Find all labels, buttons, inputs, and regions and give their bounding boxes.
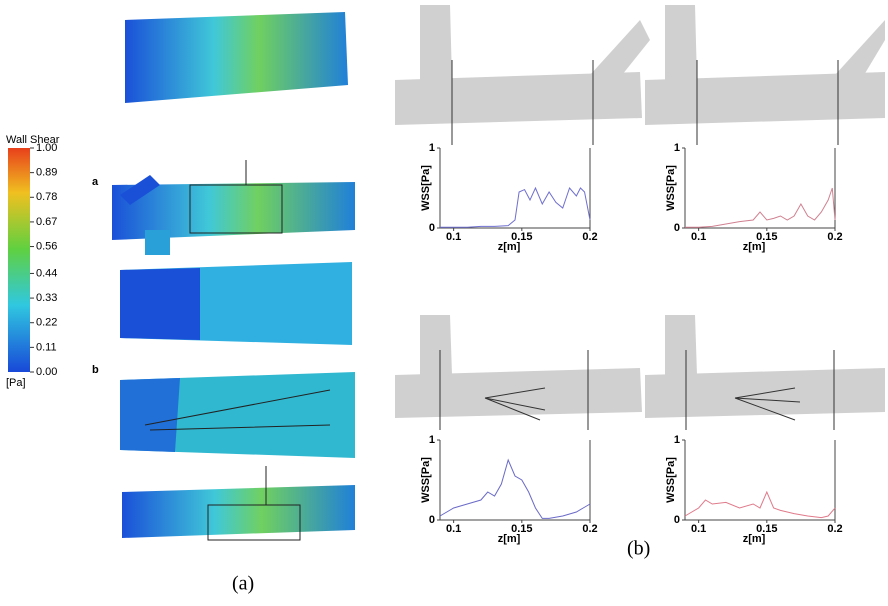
colorbar-tick-label: 0.33 [36, 292, 57, 304]
colorbar-tick-label: 0.44 [36, 267, 57, 279]
y-tick-label: 0 [429, 514, 435, 526]
colorbar-tick-label: 0.67 [36, 216, 57, 228]
colorbar-tick-label: 0.89 [36, 167, 57, 179]
panel-label: (b) [627, 538, 650, 560]
colorbar-tick-label: 1.00 [36, 142, 57, 154]
colorbar-tick-label: 0.11 [36, 341, 57, 353]
x-tick-label: 0.2 [827, 231, 842, 243]
axes [685, 148, 835, 228]
y-tick-label: 1 [429, 434, 435, 446]
vessel-images [112, 12, 355, 540]
colorbar-tick-label: 0.00 [36, 366, 57, 378]
y-tick-label: 0 [429, 222, 435, 234]
x-axis-label: z[m] [498, 533, 521, 545]
x-tick-label: 0.2 [582, 231, 597, 243]
x-tick-label: 0.1 [691, 231, 706, 243]
x-tick-label: 0.2 [827, 523, 842, 535]
data-line [440, 188, 590, 227]
data-line [685, 492, 835, 518]
x-tick-label: 0.1 [446, 523, 461, 535]
colorbar-tick-label: 0.78 [36, 191, 57, 203]
data-line [685, 188, 835, 227]
y-tick-label: 0 [674, 222, 680, 234]
grey-vessel-images [395, 5, 885, 430]
axes [440, 148, 590, 228]
x-tick-label: 0.2 [582, 523, 597, 535]
x-axis-label: z[m] [743, 533, 766, 545]
y-axis-label: WSS[Pa] [665, 165, 677, 211]
row-label: a [92, 176, 99, 188]
figure: Wall Shear [Pa] 1.000.890.780.670.560.44… [0, 0, 888, 601]
row-label: b [92, 364, 99, 376]
x-axis-label: z[m] [498, 241, 521, 253]
y-tick-label: 1 [429, 142, 435, 154]
data-line [440, 460, 590, 518]
colorbar-tick-label: 0.56 [36, 240, 57, 252]
x-tick-label: 0.1 [446, 231, 461, 243]
x-axis-label: z[m] [743, 241, 766, 253]
axes [440, 440, 590, 520]
y-tick-label: 0 [674, 514, 680, 526]
y-axis-label: WSS[Pa] [665, 457, 677, 503]
panel-label: (a) [232, 573, 254, 595]
y-axis-label: WSS[Pa] [420, 165, 432, 211]
y-tick-label: 1 [674, 142, 680, 154]
y-tick-label: 1 [674, 434, 680, 446]
colorbar [8, 148, 30, 372]
colorbar-tick-label: 0.22 [36, 317, 57, 329]
y-axis-label: WSS[Pa] [420, 457, 432, 503]
x-tick-label: 0.1 [691, 523, 706, 535]
colorbar-unit: [Pa] [6, 377, 26, 389]
